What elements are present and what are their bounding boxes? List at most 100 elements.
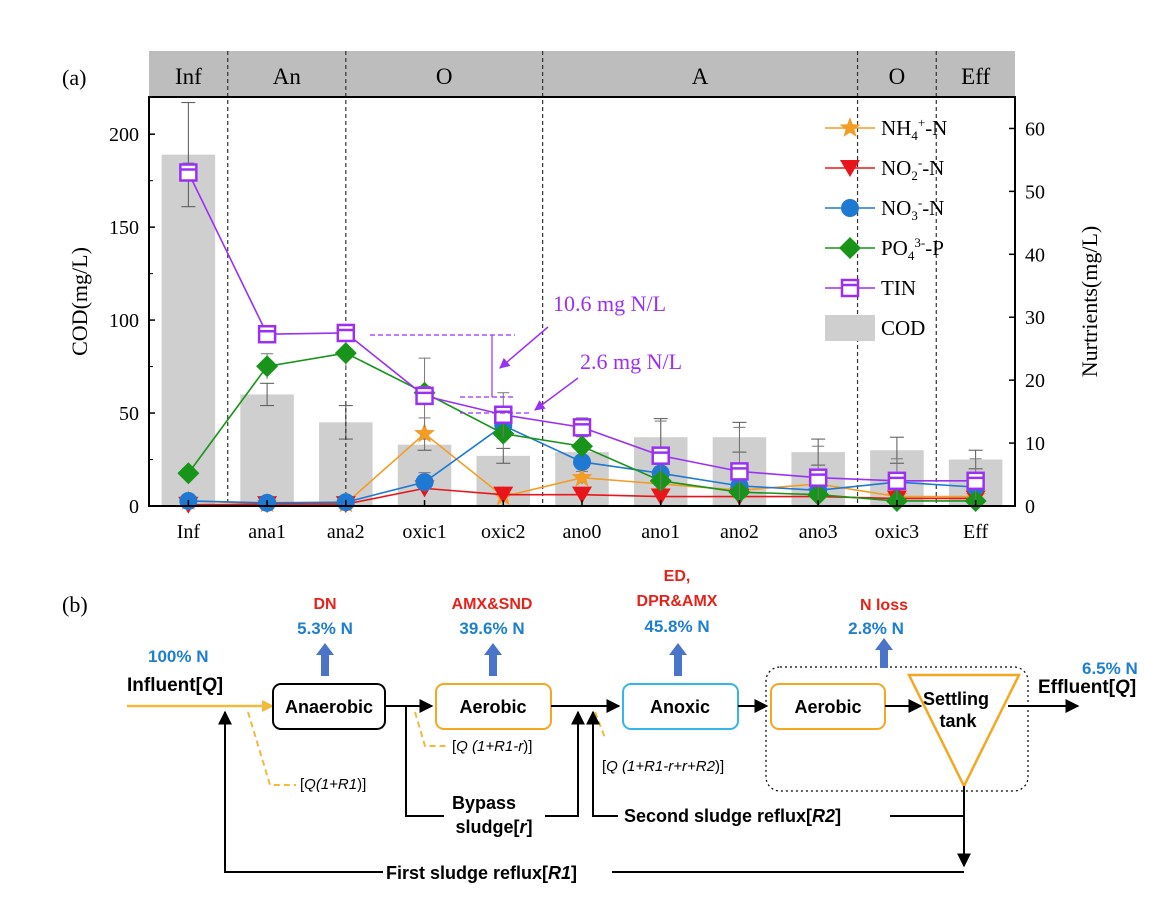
no3-point-oxic1 — [415, 473, 434, 492]
settling-label-2: tank — [939, 711, 977, 731]
influent-arrowhead — [262, 700, 274, 712]
y2-tick-label-10: 10 — [1025, 433, 1045, 455]
anaerobic-label: Anaerobic — [285, 697, 373, 717]
process-n-loss-percent: 2.8% N — [848, 619, 904, 638]
influent-percent: 100% N — [148, 647, 208, 666]
x-tick-label-ano3: ano3 — [799, 521, 838, 543]
x-tick-label-ano1: ano1 — [641, 521, 680, 543]
annotation-arrow-2 — [534, 377, 579, 411]
influent-label: Influent[Q] — [127, 675, 223, 696]
tin-point-Eff-box — [966, 471, 985, 491]
process-dn-percent: 5.3% N — [297, 619, 353, 638]
annotation-arrow-1 — [499, 326, 549, 369]
annotation-10-6: 10.6 mg N/L — [553, 291, 666, 316]
cod-bar-Inf — [161, 154, 216, 506]
po4-point-ana1 — [256, 355, 279, 378]
ed-up-arrow — [669, 643, 687, 676]
po4-point-Inf — [177, 462, 200, 485]
no2-point-ano1 — [650, 488, 671, 506]
no2-point-ano0 — [572, 486, 592, 504]
nh4-point-ano0 — [571, 466, 593, 487]
x-tick-label-Inf: Inf — [177, 521, 201, 543]
tin-point-ano1-box — [651, 446, 670, 465]
flow-2-label: [Q (1+R1-r)] — [452, 738, 532, 755]
aerobic-label-1: Aerobic — [459, 697, 526, 717]
x-tick-label-ano2: ano2 — [720, 521, 759, 543]
legend-label-nh4: NH4+-N — [881, 115, 947, 143]
tin-point-oxic2-box — [494, 405, 513, 425]
n-loss-group — [765, 666, 1029, 792]
cod-bar-ana1 — [240, 394, 294, 506]
x-tick-label-oxic1: oxic1 — [402, 521, 446, 543]
no3-point-ano0 — [573, 452, 591, 471]
settling-label-1: Settling — [923, 689, 989, 709]
zone-label-5: Eff — [961, 64, 990, 89]
zone-label-2: O — [436, 64, 453, 89]
legend-item-po4: PO43--P — [825, 235, 944, 263]
y-tick-label-100: 100 — [109, 310, 139, 332]
y2-tick-label-40: 40 — [1025, 244, 1045, 266]
legend-marker-tin-box — [840, 278, 860, 298]
bypass-label-2: sludge[r] — [455, 817, 532, 837]
reflux-2-label: Second sludge reflux[R2] — [624, 806, 841, 826]
settling-tank — [906, 673, 1022, 789]
y2-tick-label-20: 20 — [1025, 370, 1045, 392]
effluent-percent: 6.5% N — [1082, 659, 1138, 678]
tin-point-ano0-box — [572, 418, 592, 437]
x-tick-label-oxic2: oxic2 — [481, 521, 525, 543]
flow-3-leader — [594, 711, 606, 739]
legend-item-nh4: NH4+-N — [825, 115, 947, 143]
y2-tick-label-60: 60 — [1025, 118, 1045, 140]
zone-label-1: An — [273, 64, 302, 89]
process-n-loss-label: N loss — [860, 597, 908, 614]
n-loss-up-arrow — [875, 638, 893, 668]
po4-point-ana2 — [334, 342, 357, 365]
legend-marker-nh4 — [839, 117, 861, 137]
tin-point-ano2 — [730, 462, 749, 481]
process-ed-percent: 45.8% N — [644, 617, 709, 636]
tin-point-ano0 — [572, 418, 592, 437]
bypass-line-left — [405, 706, 444, 817]
tin-point-Eff — [966, 471, 985, 491]
aerobic-label-2: Aerobic — [794, 697, 861, 717]
zone-dividers — [227, 51, 937, 506]
legend-label-tin: TIN — [881, 276, 916, 300]
tin-loss-annotation: 10.6 mg N/L 2.6 mg N/L — [370, 291, 682, 414]
flow-1-leader — [247, 711, 296, 786]
legend-label-no2: NO2--N — [881, 155, 944, 183]
reflux-1-label: First sludge reflux[R1] — [386, 863, 577, 883]
legend-marker-tin — [840, 278, 860, 298]
tin-point-ana2-box — [336, 323, 356, 343]
nh4-point-oxic1 — [414, 422, 435, 443]
flow-3-label: [Q (1+R1-r+r+R2)] — [602, 758, 724, 775]
amx-snd-up-arrow — [484, 643, 502, 676]
x-tick-label-Eff: Eff — [963, 521, 989, 543]
tin-point-oxic2 — [494, 405, 513, 425]
tin-point-ano2-box — [730, 462, 749, 481]
dn-up-arrow — [316, 643, 334, 676]
anoxic-label: Anoxic — [650, 697, 710, 717]
x-tick-label-oxic3: oxic3 — [875, 521, 919, 543]
legend-marker-no2 — [840, 160, 860, 177]
po4-point-ano0 — [571, 435, 593, 458]
panel-a-chart: (a) Inf An O A O Eff 0 50 100 150 200 0 10 20 30 40 50 6… — [62, 51, 1102, 543]
tin-point-oxic1 — [415, 386, 434, 406]
tin-point-oxic1-box — [415, 386, 434, 406]
process-dn-label: DN — [313, 596, 336, 613]
legend-label-cod: COD — [881, 316, 925, 340]
y-tick-label-150: 150 — [109, 217, 139, 239]
bypass-label-1: Bypass — [452, 793, 516, 813]
legend-label-po4: PO43--P — [881, 235, 944, 263]
process-ed-label-1: ED, — [664, 568, 691, 585]
flow-2-leader — [414, 711, 448, 747]
axes: 0 50 100 150 200 0 10 20 30 40 50 60 Inf ana1 ana2 oxic… — [67, 118, 1102, 543]
reflux-2-line-left — [586, 710, 618, 817]
no2-point-oxic2 — [493, 486, 514, 504]
x-tick-label-ana2: ana2 — [327, 521, 365, 543]
zone-header: Inf An O A O Eff — [149, 51, 1015, 97]
series-tin — [179, 162, 985, 506]
y2-tick-label-50: 50 — [1025, 181, 1045, 203]
y-tick-label-200: 200 — [109, 124, 139, 146]
tin-point-Inf-box — [179, 163, 198, 182]
